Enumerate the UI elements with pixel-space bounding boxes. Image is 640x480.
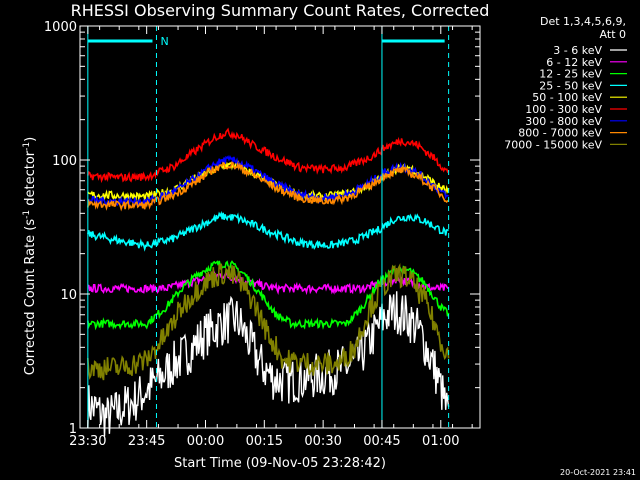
legend-label-6: 300 - 800 keV: [525, 115, 602, 128]
series-layer: [87, 127, 450, 437]
legend-label-3: 25 - 50 keV: [539, 79, 602, 92]
night-label: N: [160, 35, 168, 48]
legend-label-5: 100 - 300 keV: [525, 103, 602, 116]
legend-label-2: 12 - 25 keV: [539, 68, 602, 81]
x-tick-label-4: 00:30: [304, 434, 341, 449]
legend-label-1: 6 - 12 keV: [546, 56, 602, 69]
x-tick-label-6: 01:00: [422, 434, 459, 449]
legend-header-line1: Det 1,3,4,5,6,9,: [540, 15, 626, 28]
legend-label-0: 3 - 6 keV: [553, 44, 602, 57]
y-axis-label-sup2: -1: [22, 142, 32, 151]
y-tick-label-0: 1: [69, 422, 77, 437]
timestamp: 20-Oct-2021 23:41: [560, 468, 636, 477]
x-tick-label-0: 23:30: [69, 434, 106, 449]
y-axis-label-end: ): [23, 137, 38, 142]
legend-label-4: 50 - 100 keV: [532, 91, 602, 104]
series-line-1: [87, 270, 450, 296]
series-line-8: [87, 263, 450, 381]
y-axis-label-sup1: -1: [22, 210, 32, 219]
y-tick-label-3: 1000: [44, 20, 77, 35]
legend-label-7: 800 - 7000 keV: [518, 127, 602, 140]
x-tick-label-2: 00:00: [187, 434, 224, 449]
series-line-0: [87, 291, 450, 437]
axes-layer: 1 10 100 1000 23:30 23:45 00:00 00:15 00:30 00:45…: [44, 20, 481, 449]
legend-header-line2: Att 0: [600, 28, 626, 41]
x-tick-label-5: 00:45: [363, 434, 400, 449]
svg-text:Corrected Count Rate (s-1 dete: Corrected Count Rate (s-1 detector-1): [22, 137, 38, 375]
x-axis-label: Start Time (09-Nov-05 23:28:42): [174, 456, 386, 471]
y-axis-label: Corrected Count Rate (s-1 detector-1): [22, 137, 38, 375]
chart-title: RHESSI Observing Summary Count Rates, Co…: [71, 1, 490, 20]
legend-label-8: 7000 - 15000 keV: [504, 138, 602, 151]
x-tick-label-3: 00:15: [246, 434, 283, 449]
y-axis-label-mid: detector: [23, 150, 38, 210]
series-line-7: [87, 161, 449, 212]
plot-frame: [79, 25, 481, 429]
marker-layer: N: [87, 26, 450, 428]
series-line-3: [87, 210, 449, 252]
y-tick-label-1: 10: [60, 288, 77, 303]
series-line-6: [87, 154, 450, 209]
series-line-5: [87, 127, 450, 184]
x-tick-label-1: 23:45: [128, 434, 165, 449]
y-axis-label-main: Corrected Count Rate (s: [23, 219, 38, 376]
y-tick-label-2: 100: [52, 154, 77, 169]
